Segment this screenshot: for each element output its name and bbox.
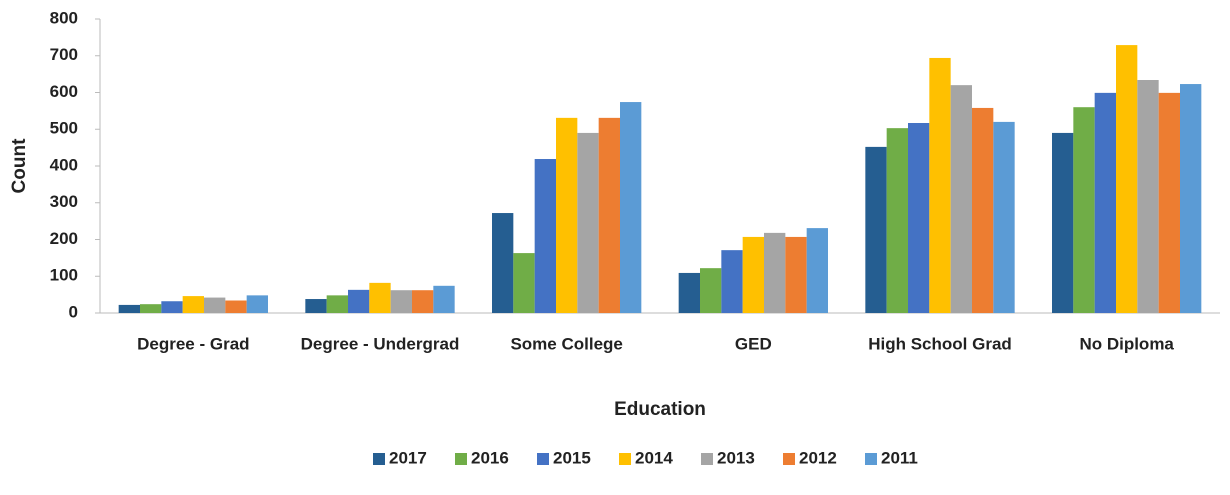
- legend-swatch: [619, 453, 631, 465]
- x-tick-label: GED: [735, 334, 772, 353]
- bar: [620, 102, 642, 314]
- bar: [534, 159, 556, 313]
- bar: [721, 250, 743, 313]
- y-tick-label: 0: [69, 302, 78, 321]
- legend-swatch: [537, 453, 549, 465]
- y-tick-label: 400: [50, 155, 78, 174]
- legend-swatch: [865, 453, 877, 465]
- y-tick-label: 100: [50, 266, 78, 285]
- bar: [886, 128, 908, 313]
- legend-swatch: [783, 453, 795, 465]
- bar: [806, 228, 828, 313]
- bar: [348, 289, 370, 313]
- bar: [433, 285, 455, 313]
- bar: [678, 272, 700, 313]
- bar: [140, 304, 162, 313]
- y-tick-label: 200: [50, 229, 78, 248]
- bar: [950, 85, 972, 314]
- legend-label: 2012: [799, 448, 837, 467]
- y-tick-label: 800: [50, 8, 78, 27]
- bar: [700, 268, 722, 313]
- x-tick-label: Some College: [510, 334, 622, 353]
- legend-label: 2016: [471, 448, 509, 467]
- y-tick-label: 300: [50, 192, 78, 211]
- bar: [1052, 132, 1074, 313]
- bar: [182, 296, 204, 313]
- bar: [1158, 92, 1180, 314]
- bar: [161, 301, 183, 313]
- bar: [1073, 107, 1095, 313]
- bar: [246, 295, 268, 313]
- bar: [1180, 84, 1202, 313]
- y-tick-label: 700: [50, 45, 78, 64]
- bar: [556, 117, 578, 313]
- bar: [929, 57, 951, 313]
- x-tick-label: High School Grad: [868, 334, 1012, 353]
- y-axis-title: Count: [9, 138, 30, 194]
- bar: [326, 295, 348, 313]
- bar: [908, 123, 930, 313]
- bar: [412, 290, 434, 313]
- bar: [369, 282, 391, 313]
- bar: [764, 232, 786, 313]
- bar: [577, 132, 599, 313]
- bar: [865, 146, 887, 313]
- bar: [225, 300, 247, 313]
- bar: [785, 236, 807, 313]
- bar: [972, 107, 994, 313]
- bar: [513, 253, 535, 313]
- bar: [742, 236, 764, 313]
- y-tick-label: 500: [50, 119, 78, 138]
- x-tick-label: Degree - Undergrad: [301, 334, 460, 353]
- bar: [492, 213, 514, 313]
- legend-swatch: [701, 453, 713, 465]
- legend-label: 2014: [635, 448, 673, 467]
- bar: [204, 297, 226, 313]
- bar: [598, 117, 620, 313]
- x-tick-label: Degree - Grad: [137, 334, 249, 353]
- legend-swatch: [373, 453, 385, 465]
- legend-label: 2017: [389, 448, 427, 467]
- bar: [390, 290, 412, 313]
- x-tick-label: No Diploma: [1079, 334, 1174, 353]
- bar: [1116, 45, 1138, 313]
- legend-swatch: [455, 453, 467, 465]
- bar: [1137, 80, 1159, 313]
- bar: [993, 121, 1015, 314]
- legend-label: 2015: [553, 448, 591, 467]
- bar: [118, 304, 140, 313]
- bar: [305, 299, 327, 313]
- legend-label: 2013: [717, 448, 755, 467]
- legend-label: 2011: [881, 448, 918, 467]
- bar: [1094, 92, 1116, 314]
- y-tick-label: 600: [50, 82, 78, 101]
- x-axis-title: Education: [614, 399, 706, 420]
